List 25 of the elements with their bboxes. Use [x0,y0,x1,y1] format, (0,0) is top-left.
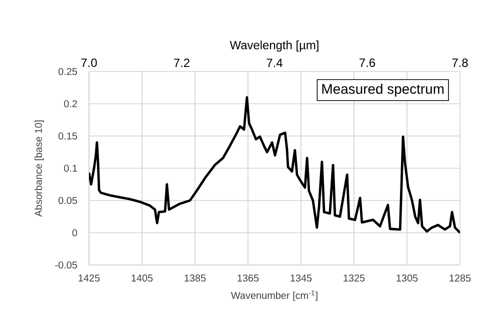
line-series [88,96,460,234]
annotation: Measured spectrum [322,84,444,97]
x2-tick-label: 7.6 [360,58,376,67]
x-tick-label: 1405 [132,274,153,282]
y-axis-title: Absorbance [base 10] [34,120,44,217]
x2-tick-label: 7.8 [452,58,468,67]
x-tick-label: 1345 [290,274,312,282]
y-tick-label: 0.05 [58,196,78,204]
y-tick-label: -0.05 [55,261,78,269]
x2-axis-title: Wavelength [µm] [230,40,318,52]
x-tick-label: 1385 [184,274,206,282]
x-tick-label: 1285 [450,274,471,282]
y-tick-label: 0.25 [58,68,78,76]
x-axis-title: Wavenumber [cm$^{-1}$] [230,290,318,301]
x2-tick-label: 7.4 [266,58,282,67]
y-tick-label: 0.2 [64,100,77,108]
x-tick-label: 1305 [396,274,418,282]
x-tick-label: 1425 [78,274,100,282]
y-tick-label: 0 [72,229,78,236]
x2-tick-label: 7.2 [174,58,190,67]
x2-tick-label: 7.0 [81,58,97,67]
x-tick-label: 1365 [238,274,259,282]
y-tick-label: 0.1 [64,164,77,172]
y-tick-label: 0.15 [58,132,78,140]
x-tick-label: 1325 [344,274,365,282]
